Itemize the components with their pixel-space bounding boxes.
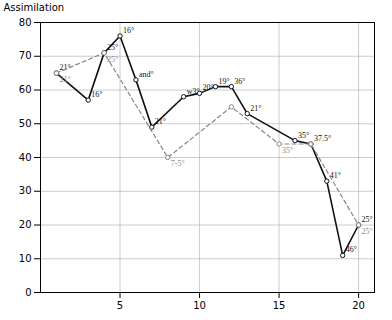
svg-text:Assimilation: Assimilation: [4, 2, 65, 13]
svg-text:70: 70: [19, 50, 32, 61]
svg-text:25°: 25°: [107, 43, 118, 52]
svg-text:25°: 25°: [107, 55, 118, 64]
svg-text:7-5°: 7-5°: [171, 159, 185, 168]
svg-text:20°: 20°: [203, 83, 214, 92]
svg-text:41°: 41°: [329, 171, 341, 181]
svg-text:35°: 35°: [282, 146, 293, 155]
svg-text:25°: 25°: [362, 215, 373, 224]
svg-text:16°: 16°: [91, 90, 102, 99]
svg-text:21°: 21°: [155, 117, 166, 126]
svg-text:37.5°: 37.5°: [314, 134, 331, 143]
svg-text:and°: and°: [139, 70, 154, 79]
svg-text:w3°: w3°: [187, 87, 200, 96]
svg-text:40: 40: [19, 152, 32, 163]
svg-text:5: 5: [117, 300, 123, 311]
svg-text:21°: 21°: [59, 75, 70, 84]
svg-text:10: 10: [19, 253, 32, 264]
svg-text:60: 60: [19, 84, 32, 95]
svg-text:50: 50: [19, 118, 32, 129]
svg-text:15: 15: [273, 300, 286, 311]
svg-text:16°: 16°: [123, 26, 134, 35]
svg-text:10: 10: [193, 300, 206, 311]
svg-text:21°: 21°: [59, 63, 71, 73]
svg-text:35°: 35°: [298, 131, 309, 140]
svg-text:30: 30: [19, 185, 32, 196]
svg-text:19°: 19°: [218, 77, 229, 86]
svg-text:20: 20: [352, 300, 365, 311]
svg-text:46°: 46°: [346, 245, 357, 254]
svg-text:25°: 25°: [362, 227, 373, 236]
svg-text:0: 0: [25, 287, 31, 298]
svg-text:80: 80: [19, 17, 32, 28]
svg-text:21°: 21°: [250, 104, 261, 113]
svg-text:36°: 36°: [234, 77, 245, 86]
svg-text:20: 20: [19, 219, 32, 230]
